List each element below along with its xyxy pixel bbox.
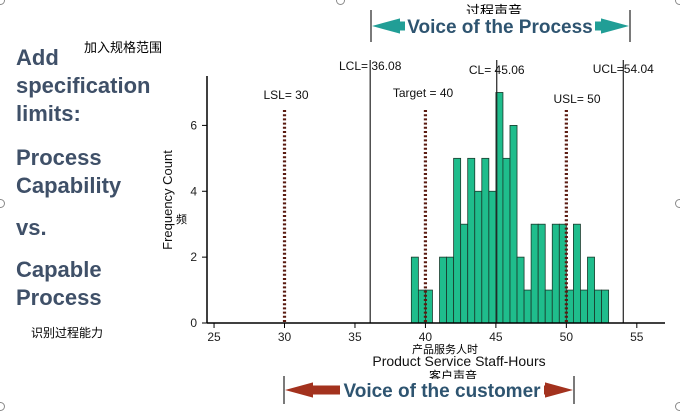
cn-spec-note: 加入规格范围 (84, 41, 163, 56)
resize-handle-top-center[interactable] (336, 0, 345, 5)
cn-hours: 产品服务人时 (412, 343, 478, 356)
histogram-bar (474, 190, 483, 324)
spec-limit-label: LSL= 30 (263, 88, 308, 102)
histogram-bar (488, 190, 497, 324)
histogram-bar (410, 256, 419, 324)
title-line-process-2: Process (16, 285, 102, 310)
control-limit-label: CL= 45.06 (469, 63, 525, 77)
histogram-bar (502, 157, 511, 324)
spec-limit-label: USL= 50 (553, 92, 600, 106)
histogram-bar (587, 256, 595, 324)
resize-handle-top-right[interactable] (675, 0, 680, 5)
x-tick-label: 30 (278, 330, 292, 344)
histogram-bar (446, 256, 455, 324)
x-tick-label: 40 (419, 330, 433, 344)
histogram-bar (537, 223, 546, 324)
voice-of-customer-label-bg (340, 379, 544, 401)
title-line-vs: vs. (16, 215, 47, 240)
histogram-bar (439, 256, 447, 324)
x-tick-label: 35 (348, 330, 362, 344)
histogram-bar (530, 223, 539, 324)
x-tick-label: 55 (630, 330, 644, 344)
title-line-capability: Capability (16, 173, 122, 198)
y-tick-label: 4 (190, 184, 197, 198)
histogram-bar (509, 125, 518, 324)
y-axis-label: Frequency Count (160, 150, 175, 250)
cn-freq-note: 频 (176, 213, 187, 226)
histogram-bar (523, 289, 532, 324)
title-line-capable: Capable (16, 257, 102, 282)
voice-of-process-label-bg (405, 14, 595, 38)
control-limit-label: LCL= 36.08 (339, 59, 402, 73)
title-line-specification: specification (16, 73, 151, 98)
histogram-bar (453, 157, 462, 324)
title-line-process: Process (16, 145, 102, 170)
control-limit-label: UCL=54.04 (593, 62, 654, 76)
histogram-bar (481, 157, 490, 324)
voice-of-process-label: Voice of the Process (407, 17, 593, 38)
cn-capability-note: 识别过程能力 (31, 326, 104, 340)
x-tick-label: 25 (207, 330, 221, 344)
histogram-bar (544, 289, 553, 324)
resize-handle-mid-left[interactable] (0, 199, 5, 208)
y-tick-label: 6 (190, 118, 197, 132)
resize-handle-top-left[interactable] (0, 0, 5, 5)
y-tick-label: 2 (190, 250, 197, 264)
histogram-bar (580, 289, 588, 324)
histogram-bar (573, 223, 581, 324)
histogram-bar (594, 289, 602, 324)
x-axis-label: Product Service Staff-Hours (372, 353, 545, 369)
spec-limit-label: Target = 40 (393, 86, 454, 100)
title-line-add: Add (16, 45, 59, 70)
histogram-bar (467, 157, 476, 324)
histogram-bar (460, 223, 469, 324)
histogram-bar (516, 256, 525, 324)
title-line-limits: limits: (16, 101, 81, 126)
y-tick-label: 0 (190, 316, 197, 330)
x-tick-label: 45 (489, 330, 503, 344)
histogram-bar (601, 289, 610, 324)
voice-of-customer-label: Voice of the customer (343, 381, 541, 402)
x-tick-label: 50 (560, 330, 574, 344)
histogram-bar (551, 223, 560, 324)
resize-handle-mid-right[interactable] (675, 199, 680, 208)
